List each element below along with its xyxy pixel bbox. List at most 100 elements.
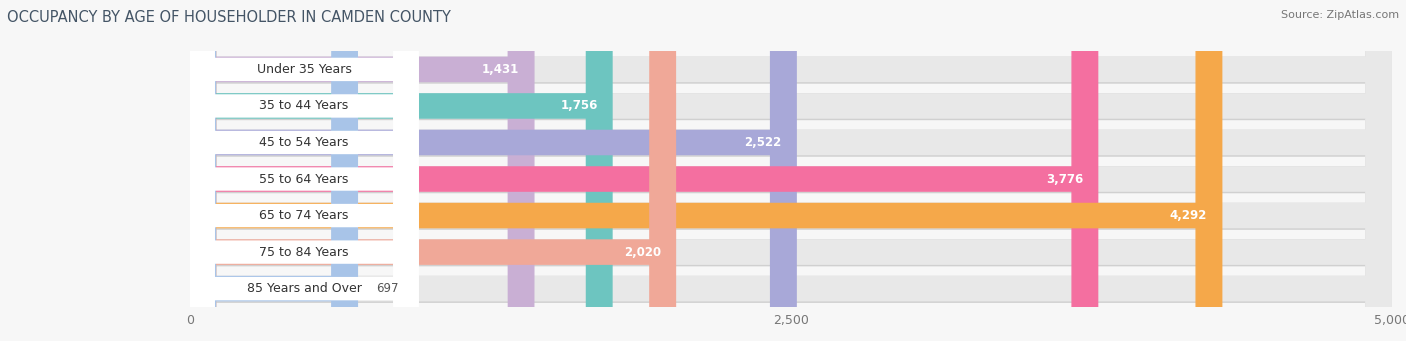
Circle shape xyxy=(190,0,215,341)
Circle shape xyxy=(1367,0,1392,341)
Circle shape xyxy=(190,0,215,341)
Circle shape xyxy=(1367,0,1392,341)
Circle shape xyxy=(190,0,215,341)
Text: Source: ZipAtlas.com: Source: ZipAtlas.com xyxy=(1281,10,1399,20)
Circle shape xyxy=(1367,0,1392,341)
Text: 85 Years and Over: 85 Years and Over xyxy=(246,282,361,295)
Circle shape xyxy=(190,0,214,341)
Circle shape xyxy=(1367,0,1392,341)
Text: 2,522: 2,522 xyxy=(745,136,782,149)
Circle shape xyxy=(1197,0,1222,341)
Circle shape xyxy=(1367,0,1392,341)
Circle shape xyxy=(190,0,214,341)
Circle shape xyxy=(1367,0,1392,341)
Text: OCCUPANCY BY AGE OF HOUSEHOLDER IN CAMDEN COUNTY: OCCUPANCY BY AGE OF HOUSEHOLDER IN CAMDE… xyxy=(7,10,451,25)
FancyBboxPatch shape xyxy=(202,58,406,81)
Circle shape xyxy=(190,0,215,341)
Circle shape xyxy=(394,0,418,341)
FancyBboxPatch shape xyxy=(202,240,406,264)
Circle shape xyxy=(1367,0,1392,341)
FancyBboxPatch shape xyxy=(202,203,1379,228)
FancyBboxPatch shape xyxy=(202,276,344,301)
Circle shape xyxy=(394,0,418,341)
Circle shape xyxy=(394,0,418,341)
Text: 3,776: 3,776 xyxy=(1046,173,1083,186)
FancyBboxPatch shape xyxy=(202,203,1379,230)
Circle shape xyxy=(190,0,215,341)
FancyBboxPatch shape xyxy=(202,239,1379,266)
Text: 2,020: 2,020 xyxy=(624,246,661,258)
FancyBboxPatch shape xyxy=(202,166,1379,193)
FancyBboxPatch shape xyxy=(202,277,406,300)
FancyBboxPatch shape xyxy=(202,239,1379,265)
Circle shape xyxy=(1367,0,1392,341)
FancyBboxPatch shape xyxy=(202,166,1379,192)
Text: Under 35 Years: Under 35 Years xyxy=(256,63,352,76)
Circle shape xyxy=(394,0,418,341)
FancyBboxPatch shape xyxy=(202,130,783,155)
Circle shape xyxy=(1367,0,1392,341)
Circle shape xyxy=(190,0,214,341)
Circle shape xyxy=(190,0,215,341)
FancyBboxPatch shape xyxy=(202,93,1379,119)
Circle shape xyxy=(190,0,215,341)
Text: 55 to 64 Years: 55 to 64 Years xyxy=(259,173,349,186)
FancyBboxPatch shape xyxy=(202,166,1085,192)
Circle shape xyxy=(650,0,675,341)
Circle shape xyxy=(770,0,796,341)
Circle shape xyxy=(394,0,418,341)
Text: 1,756: 1,756 xyxy=(560,100,598,113)
Circle shape xyxy=(190,0,215,341)
FancyBboxPatch shape xyxy=(202,93,1379,120)
Circle shape xyxy=(190,0,215,341)
Circle shape xyxy=(586,0,612,341)
Circle shape xyxy=(190,0,214,341)
Circle shape xyxy=(1367,0,1392,341)
FancyBboxPatch shape xyxy=(202,276,1379,301)
Circle shape xyxy=(190,0,215,341)
Circle shape xyxy=(190,0,214,341)
Text: 1,431: 1,431 xyxy=(482,63,519,76)
Circle shape xyxy=(190,0,215,341)
Circle shape xyxy=(190,0,215,341)
Circle shape xyxy=(190,0,215,341)
FancyBboxPatch shape xyxy=(202,57,1379,84)
Circle shape xyxy=(394,0,418,341)
FancyBboxPatch shape xyxy=(202,130,1379,155)
Circle shape xyxy=(190,0,215,341)
Circle shape xyxy=(190,0,215,341)
FancyBboxPatch shape xyxy=(202,167,406,191)
FancyBboxPatch shape xyxy=(202,57,1379,82)
Circle shape xyxy=(190,0,215,341)
FancyBboxPatch shape xyxy=(202,57,522,82)
Circle shape xyxy=(1367,0,1392,341)
FancyBboxPatch shape xyxy=(202,276,1379,303)
FancyBboxPatch shape xyxy=(202,204,406,227)
Circle shape xyxy=(190,0,214,341)
Circle shape xyxy=(190,0,215,341)
Text: 45 to 54 Years: 45 to 54 Years xyxy=(259,136,349,149)
Circle shape xyxy=(190,0,214,341)
FancyBboxPatch shape xyxy=(202,130,1379,157)
Circle shape xyxy=(190,0,215,341)
Text: 4,292: 4,292 xyxy=(1170,209,1208,222)
FancyBboxPatch shape xyxy=(202,203,1209,228)
Circle shape xyxy=(1367,0,1392,341)
Text: 697: 697 xyxy=(377,282,399,295)
Text: 65 to 74 Years: 65 to 74 Years xyxy=(259,209,349,222)
Circle shape xyxy=(190,0,215,341)
FancyBboxPatch shape xyxy=(202,93,599,119)
Circle shape xyxy=(190,0,215,341)
Text: 35 to 44 Years: 35 to 44 Years xyxy=(259,100,349,113)
Circle shape xyxy=(332,0,357,341)
Circle shape xyxy=(509,0,534,341)
Circle shape xyxy=(394,0,418,341)
FancyBboxPatch shape xyxy=(202,239,662,265)
Circle shape xyxy=(1367,0,1392,341)
FancyBboxPatch shape xyxy=(202,94,406,118)
Circle shape xyxy=(1367,0,1392,341)
Text: 75 to 84 Years: 75 to 84 Years xyxy=(259,246,349,258)
Circle shape xyxy=(190,0,215,341)
FancyBboxPatch shape xyxy=(202,131,406,154)
Circle shape xyxy=(1073,0,1098,341)
